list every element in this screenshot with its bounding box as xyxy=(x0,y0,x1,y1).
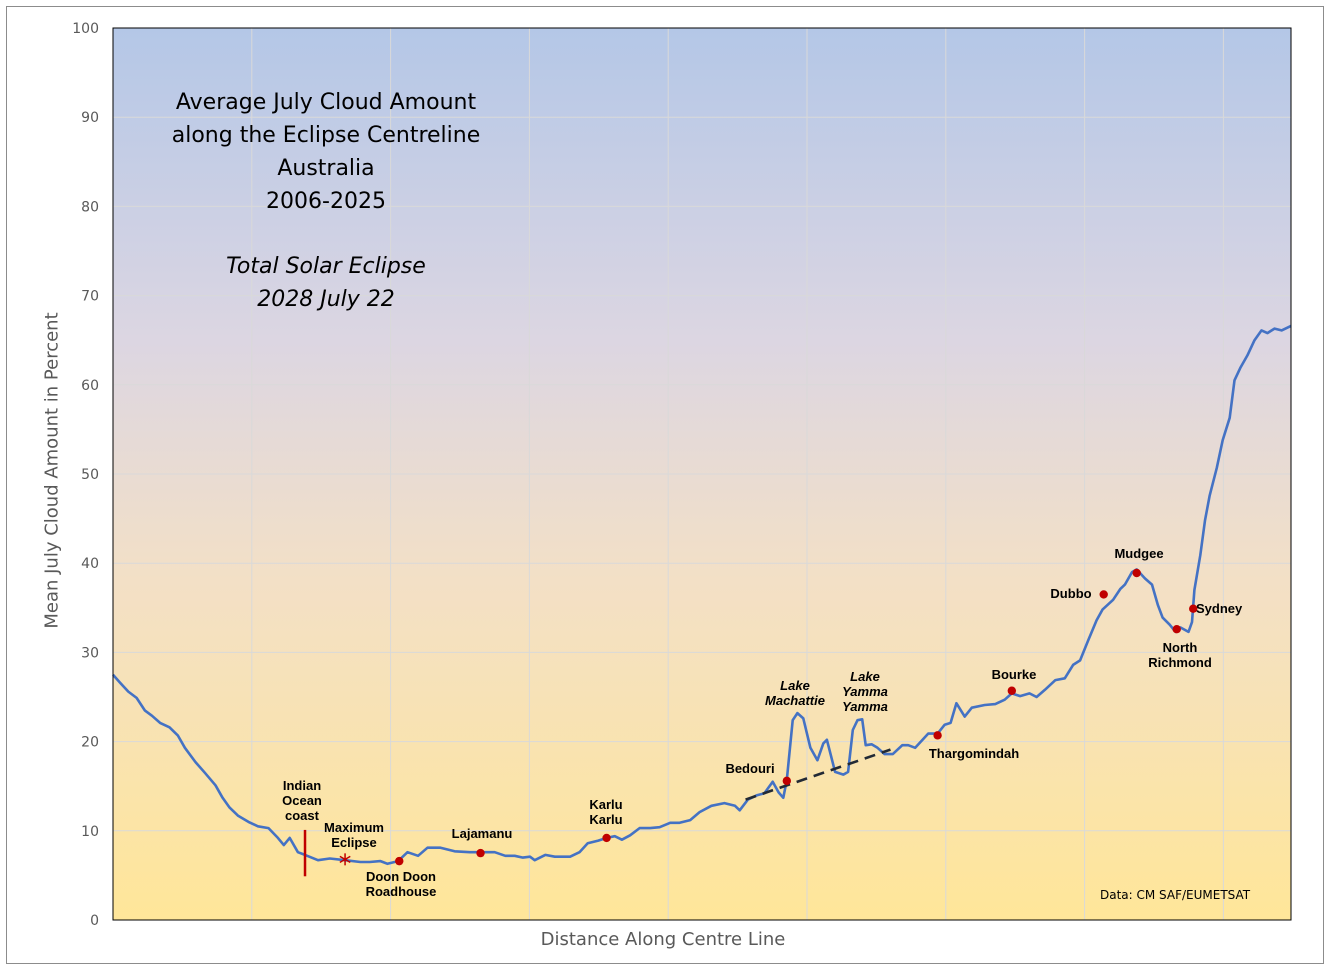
chart-frame xyxy=(6,6,1324,964)
location-label-doon-doon: Doon Doon Roadhouse xyxy=(365,869,437,899)
location-marker xyxy=(602,833,611,843)
location-marker xyxy=(1132,568,1141,578)
y-tick-label: 10 xyxy=(81,824,99,840)
y-tick-label: 90 xyxy=(81,110,99,126)
plot-border xyxy=(112,27,1292,921)
chart-subtitle: Total Solar Eclipse 2028 July 22 xyxy=(226,254,426,312)
y-tick-label: 100 xyxy=(72,21,99,37)
location-marker xyxy=(933,731,942,740)
y-tick-label: 50 xyxy=(81,467,99,483)
x-axis-label: Distance Along Centre Line xyxy=(540,929,786,950)
annotation-lake-machattie: Lake Machattie xyxy=(765,678,825,708)
y-axis-label: Mean July Cloud Amount in Percent xyxy=(41,312,63,629)
y-tick-label: 40 xyxy=(81,556,99,572)
y-tick-label: 80 xyxy=(81,199,99,215)
location-marker xyxy=(1007,686,1017,695)
location-marker xyxy=(476,848,485,858)
y-tick-label: 0 xyxy=(90,913,99,929)
location-label-bedouri: Bedouri xyxy=(725,761,775,776)
location-label-thargomindah: Thargomindah xyxy=(928,746,1020,761)
y-tick-label: 20 xyxy=(81,735,99,751)
location-marker xyxy=(782,776,792,786)
location-marker xyxy=(1189,604,1198,613)
annotation-lake-yamma-yamma: Lake Yamma Yamma xyxy=(842,669,888,714)
y-tick-label: 70 xyxy=(81,289,99,305)
data-credit: Data: CM SAF/EUMETSAT xyxy=(1100,888,1251,902)
location-marker xyxy=(1172,625,1181,634)
location-label-mudgee: Mudgee xyxy=(1114,546,1164,561)
location-label-lajamanu: Lajamanu xyxy=(451,826,513,841)
cloud-amount-line xyxy=(112,324,1292,866)
y-tick-label: 30 xyxy=(81,645,99,661)
location-label-bourke: Bourke xyxy=(991,667,1037,682)
location-label-karlu-karlu: Karlu Karlu xyxy=(589,797,623,827)
star-stroke xyxy=(339,855,351,863)
location-label-sydney: Sydney xyxy=(1196,601,1243,616)
annotation-maximum-eclipse: Maximum Eclipse xyxy=(324,820,384,850)
chart-title: Average July Cloud Amount along the Ecli… xyxy=(171,90,481,214)
location-label-north-richmond: North Richmond xyxy=(1148,640,1212,670)
trend-line-dashed xyxy=(745,748,891,801)
y-tick-label: 60 xyxy=(81,378,99,394)
annotation-indian-ocean-coast: Indian Ocean coast xyxy=(282,778,322,823)
location-marker xyxy=(395,856,404,866)
location-marker xyxy=(1099,590,1108,599)
location-label-dubbo: Dubbo xyxy=(1050,586,1092,601)
maximum-eclipse-star-icon xyxy=(339,853,351,866)
